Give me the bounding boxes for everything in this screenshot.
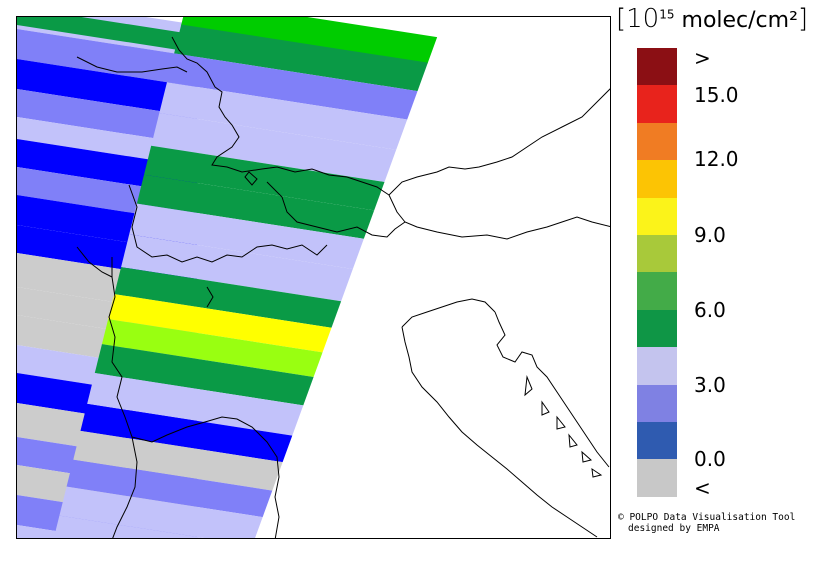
- swath-pixel-band: [159, 82, 408, 150]
- swath-pixel-band: [87, 373, 304, 436]
- border-line: [128, 184, 328, 263]
- island: [556, 415, 566, 430]
- swath-pixel-band: [136, 174, 375, 239]
- swath-pixel-band: [53, 515, 205, 538]
- swath-pixel-band: [151, 113, 397, 182]
- swath-pixel-band: [17, 17, 197, 53]
- coastline: [401, 298, 496, 328]
- swath-pixel-band: [108, 294, 332, 353]
- island: [581, 450, 593, 463]
- legend-swatch: [637, 234, 677, 273]
- swath-pixel-band: [121, 234, 353, 302]
- legend-label: 0.0: [694, 447, 726, 471]
- legend-swatch: [637, 384, 677, 422]
- swath-pixel-band: [80, 403, 293, 463]
- legend-title: [1015 molec/cm²]: [616, 4, 809, 34]
- swath-pixel-band: [181, 17, 438, 64]
- swath-pixel-band: [17, 89, 197, 145]
- swath-pixel-band: [59, 486, 263, 538]
- map-canvas: [17, 17, 610, 538]
- legend-label: 6.0: [694, 298, 726, 322]
- map-frame: [16, 16, 611, 539]
- island: [591, 467, 603, 478]
- swath-pixel-band: [17, 59, 197, 117]
- legend-swatch: [637, 48, 677, 86]
- legend-title-exponent: 15: [659, 7, 675, 22]
- swath-pixel-band: [94, 344, 314, 406]
- swath-pixel-band: [17, 29, 197, 87]
- legend-swatch: [637, 85, 677, 123]
- border-line: [76, 246, 113, 278]
- coastline: [401, 326, 598, 538]
- island: [568, 433, 578, 448]
- legend-title-prefix: [10: [616, 4, 660, 34]
- legend-title-unit: molec/cm²: [674, 8, 798, 33]
- credit-line-2: designed by EMPA: [628, 523, 720, 534]
- legend-swatch: [637, 160, 677, 198]
- swath-pixel-band: [73, 430, 283, 491]
- legend-label: <: [694, 476, 711, 500]
- coastline-layer: [76, 36, 610, 538]
- border-line: [108, 257, 138, 538]
- swath-pixel-band: [129, 203, 364, 270]
- island: [524, 375, 533, 397]
- coastline: [494, 311, 610, 468]
- border-line: [388, 194, 610, 240]
- satellite-swath-layer: [17, 17, 438, 538]
- border-line: [266, 181, 406, 238]
- legend-swatch: [637, 459, 677, 497]
- island: [541, 400, 550, 416]
- credit-line-1: © POLPO Data Visualisation Tool: [618, 512, 796, 523]
- legend-colorbar: [637, 48, 677, 497]
- legend-swatch: [637, 197, 677, 235]
- legend-label: 9.0: [694, 223, 726, 247]
- swath-pixel-band: [166, 53, 418, 120]
- swath-pixel-band: [66, 459, 273, 518]
- swath-pixel-band: [144, 145, 385, 211]
- swath-pixel-band: [174, 24, 428, 92]
- legend-swatch: [637, 122, 677, 161]
- legend-label: 3.0: [694, 373, 726, 397]
- swath-pixel-band: [114, 267, 342, 328]
- legend-label: 15.0: [694, 83, 739, 107]
- legend-swatch: [637, 347, 677, 385]
- border-line: [171, 36, 610, 196]
- lake: [244, 171, 258, 186]
- legend-swatch: [637, 421, 677, 460]
- coastline: [131, 416, 280, 538]
- legend-title-close: ]: [797, 4, 809, 34]
- legend-swatch: [637, 309, 677, 348]
- border-line: [76, 56, 188, 73]
- swath-pixel-band: [101, 319, 323, 377]
- legend-label: >: [694, 46, 711, 70]
- legend-swatch: [637, 272, 677, 310]
- lake: [206, 286, 214, 308]
- legend-label: 12.0: [694, 147, 739, 171]
